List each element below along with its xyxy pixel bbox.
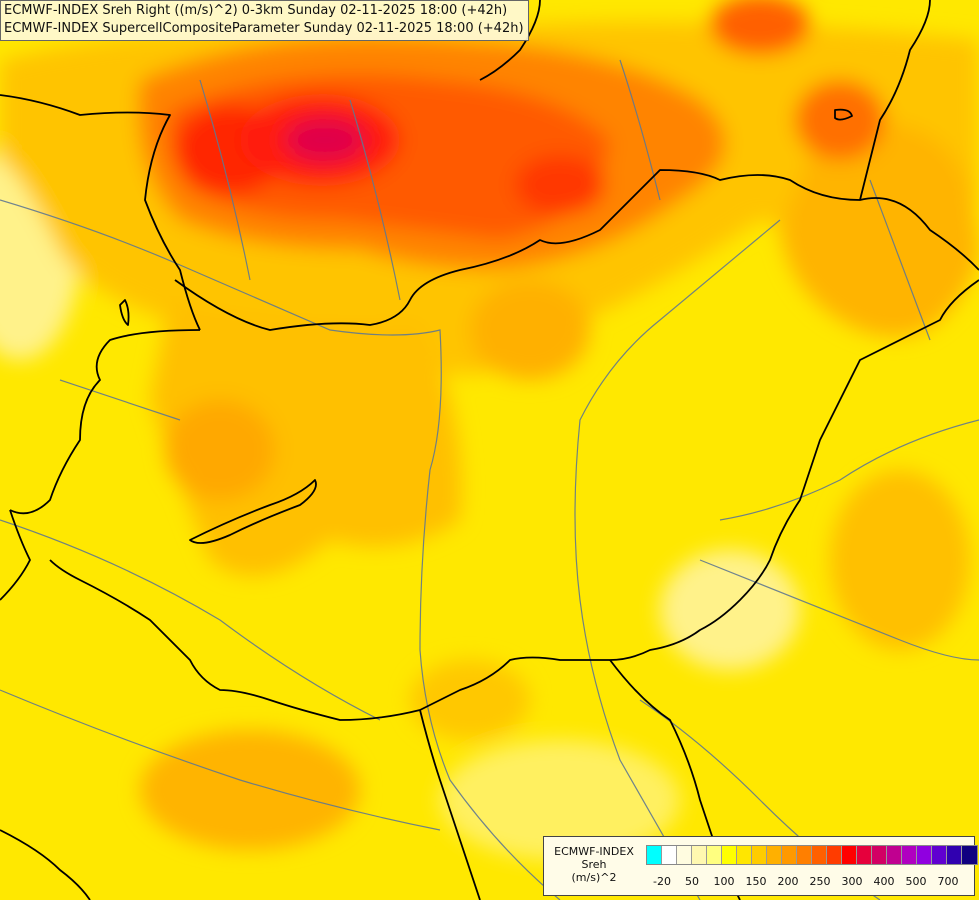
border-northeast (859, 0, 931, 201)
river-drava (0, 519, 381, 721)
lake-small (834, 108, 853, 121)
river-tisza (574, 219, 781, 900)
legend-swatch (917, 846, 932, 864)
border-bosnia (419, 709, 481, 900)
legend-swatch (827, 846, 842, 864)
pale-area-south (440, 740, 680, 860)
river-hron (349, 99, 401, 301)
legend-tick-label: 400 (873, 875, 895, 888)
legend-tick-label: 50 (685, 875, 699, 888)
border-hungary-west (9, 329, 201, 515)
orange-area-center (470, 280, 590, 380)
legend-tick-label: 300 (841, 875, 863, 888)
legend-swatch (812, 846, 827, 864)
orange-field-central (150, 300, 462, 576)
border-hungary-serbia (49, 559, 610, 721)
river-raab (59, 379, 181, 421)
border-southwest (0, 829, 91, 900)
border-slovakia-hungary (174, 169, 979, 331)
red-core-east (515, 155, 605, 215)
legend-color-scale (646, 845, 978, 865)
legend-swatch (872, 846, 887, 864)
legend-source: ECMWF-INDEX (554, 845, 634, 858)
river-hornad (619, 59, 661, 201)
legend-label: ECMWF-INDEX Sreh (m/s)^2 (546, 845, 642, 884)
legend-tick-label: 500 (905, 875, 927, 888)
legend-tick-label: 150 (745, 875, 767, 888)
legend-swatch (857, 846, 872, 864)
legend-parameter: Sreh (581, 858, 607, 871)
legend-swatch (947, 846, 962, 864)
river-danube (0, 199, 561, 900)
rivers (0, 59, 979, 900)
legend-swatch (722, 846, 737, 864)
legend-tick-label: 100 (713, 875, 735, 888)
orange-area-south (410, 660, 530, 740)
river-mures (699, 559, 979, 661)
legend-tick-label: 250 (809, 875, 831, 888)
border-north (479, 0, 541, 81)
river-sava (0, 689, 441, 831)
border-hungary-romania (609, 279, 979, 661)
legend-swatch (797, 846, 812, 864)
legend-tick-label: 700 (937, 875, 959, 888)
legend-tick-label: 200 (777, 875, 799, 888)
legend-swatch (692, 846, 707, 864)
lake-neusiedl (119, 299, 130, 326)
legend-swatch (662, 846, 677, 864)
legend-swatch (887, 846, 902, 864)
legend-swatch (752, 846, 767, 864)
peak-core (285, 118, 365, 162)
border-austria-czech-slovakia (0, 94, 201, 331)
orange-area-southeast (830, 470, 970, 650)
border-croatia (0, 509, 31, 601)
river-vah (199, 79, 251, 281)
legend-swatch (902, 846, 917, 864)
legend-swatch (932, 846, 947, 864)
orange-core-northeast (710, 0, 810, 55)
orange-field-east (780, 122, 979, 337)
legend-swatch (842, 846, 857, 864)
legend-swatch (647, 846, 662, 864)
orange-area-southwest (140, 730, 360, 850)
color-legend: ECMWF-INDEX Sreh (m/s)^2 -20 50 100 150 200 2… (543, 836, 978, 896)
map-title-srh: ECMWF-INDEX Sreh Right ((m/s)^2) 0-3km S… (4, 3, 508, 18)
legend-swatch (962, 846, 977, 864)
legend-tick-labels: -20 50 100 150 200 250 300 400 500 700 (646, 875, 976, 889)
lake-balaton (189, 479, 317, 544)
legend-tick-label: -20 (653, 875, 671, 888)
map-title-box: ECMWF-INDEX Sreh Right ((m/s)^2) 0-3km S… (0, 0, 529, 41)
legend-swatch (767, 846, 782, 864)
legend-swatch (677, 846, 692, 864)
map-title-scp: ECMWF-INDEX SupercellCompositeParameter … (4, 21, 524, 36)
river-east (869, 179, 931, 341)
srh-contours (0, 0, 979, 860)
legend-swatch (782, 846, 797, 864)
legend-swatch (737, 846, 752, 864)
orange-area-west (165, 400, 275, 500)
river-somes (719, 419, 979, 521)
legend-swatch (707, 846, 722, 864)
legend-unit: (m/s)^2 (571, 871, 617, 884)
